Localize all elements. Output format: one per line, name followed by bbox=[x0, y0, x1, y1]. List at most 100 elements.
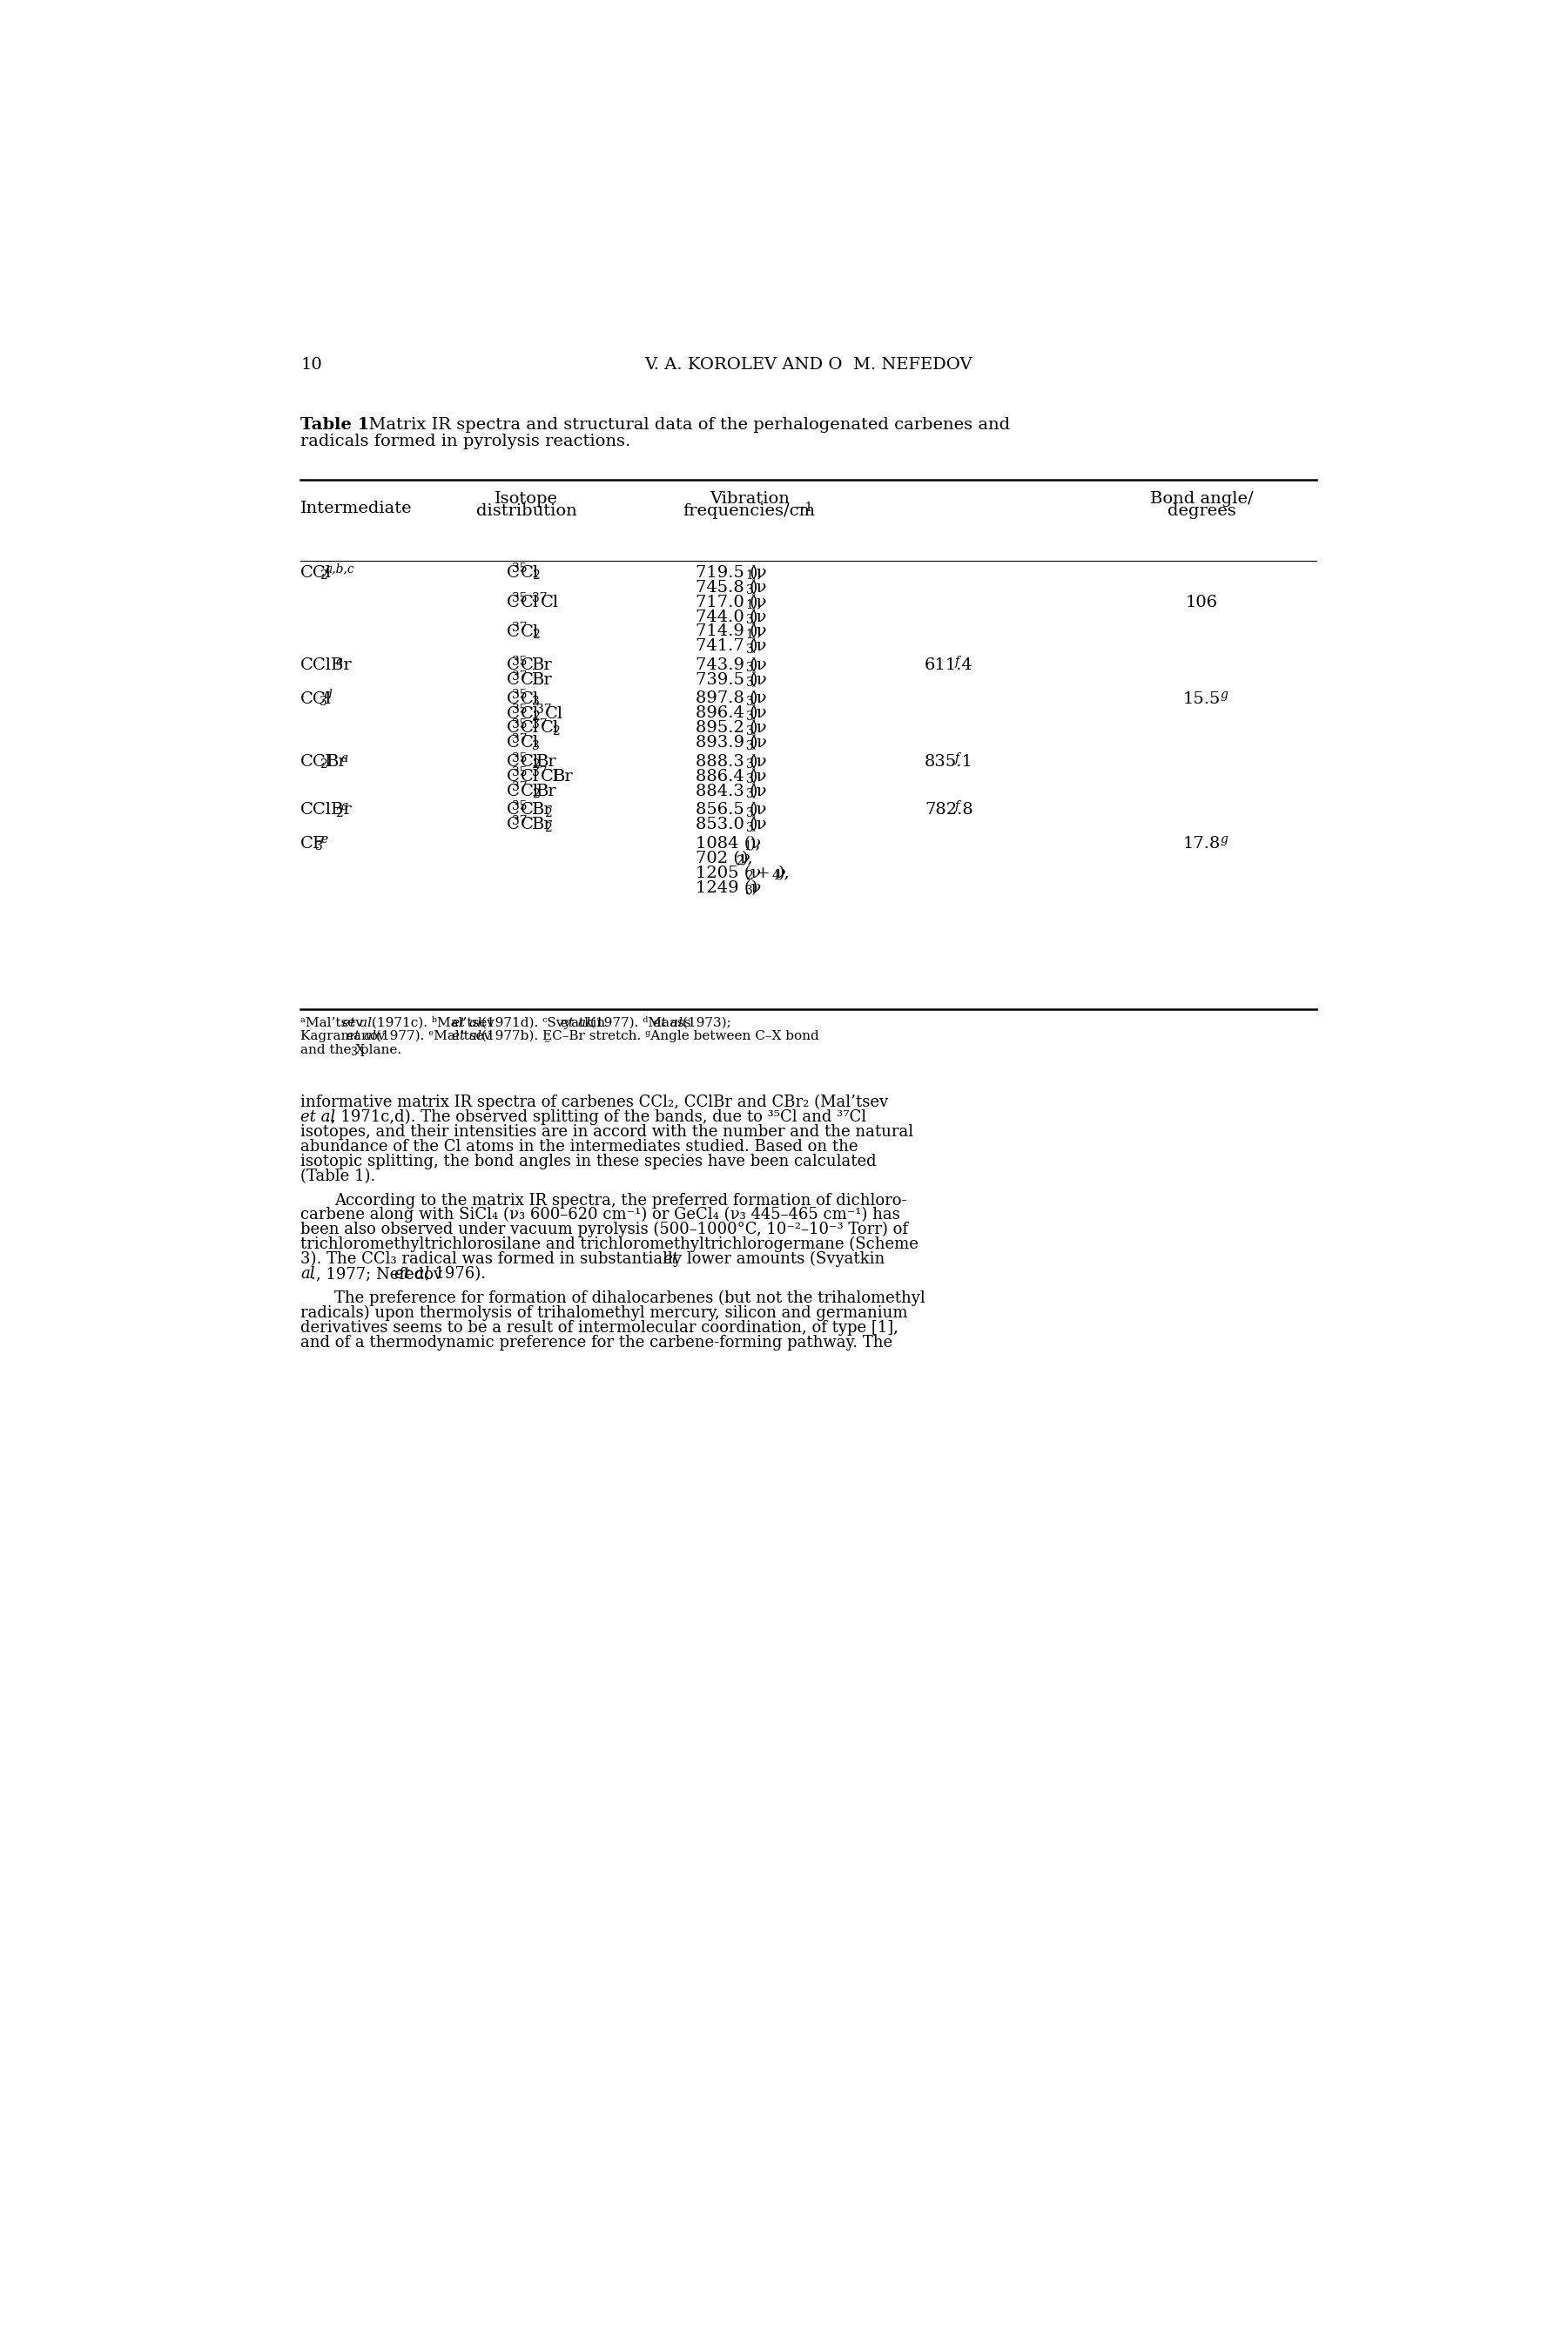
Text: Matrix IR spectra and structural data of the perhalogenated carbenes and: Matrix IR spectra and structural data of… bbox=[358, 418, 1010, 433]
Text: 17.8: 17.8 bbox=[1182, 837, 1220, 851]
Text: Cl: Cl bbox=[521, 755, 539, 769]
Text: isotopes, and their intensities are in accord with the number and the natural: isotopes, and their intensities are in a… bbox=[301, 1124, 914, 1140]
Text: Cl: Cl bbox=[521, 783, 539, 799]
Text: 1205 (ν: 1205 (ν bbox=[695, 865, 760, 882]
Text: Cl: Cl bbox=[521, 658, 539, 672]
Text: 611.4: 611.4 bbox=[925, 658, 974, 672]
Text: −1: −1 bbox=[795, 501, 814, 513]
Text: CClBr: CClBr bbox=[301, 802, 353, 818]
Text: Br: Br bbox=[532, 658, 554, 672]
Text: et al: et al bbox=[395, 1267, 430, 1281]
Text: Intermediate: Intermediate bbox=[301, 501, 412, 517]
Text: 2: 2 bbox=[552, 724, 560, 738]
Text: 3: 3 bbox=[351, 1046, 358, 1058]
Text: 2: 2 bbox=[336, 806, 343, 818]
Text: 3: 3 bbox=[746, 741, 754, 752]
Text: et al.: et al. bbox=[347, 1030, 381, 1041]
Text: 37: 37 bbox=[513, 816, 527, 828]
Text: C: C bbox=[506, 691, 519, 708]
Text: 3: 3 bbox=[532, 696, 539, 708]
Text: Vibration: Vibration bbox=[709, 491, 789, 508]
Text: ),: ), bbox=[750, 837, 760, 851]
Text: CCl: CCl bbox=[301, 564, 332, 581]
Text: 10: 10 bbox=[301, 357, 321, 374]
Text: 37: 37 bbox=[513, 734, 527, 745]
Text: 3: 3 bbox=[315, 839, 323, 853]
Text: 3: 3 bbox=[746, 677, 754, 689]
Text: ),: ), bbox=[751, 623, 764, 639]
Text: 2: 2 bbox=[544, 820, 552, 835]
Text: 896.4 (ν: 896.4 (ν bbox=[695, 705, 767, 722]
Text: C: C bbox=[506, 595, 519, 611]
Text: Cl: Cl bbox=[521, 818, 539, 832]
Text: (1977). ᵈMaass: (1977). ᵈMaass bbox=[586, 1016, 695, 1030]
Text: distribution: distribution bbox=[477, 503, 577, 520]
Text: Cl: Cl bbox=[541, 719, 560, 736]
Text: ): ) bbox=[751, 769, 757, 785]
Text: 35: 35 bbox=[513, 766, 527, 778]
Text: According to the matrix IR spectra, the preferred formation of dichloro-: According to the matrix IR spectra, the … bbox=[334, 1192, 906, 1208]
Text: 2: 2 bbox=[532, 569, 539, 581]
Text: 37: 37 bbox=[532, 719, 547, 731]
Text: 3: 3 bbox=[746, 788, 754, 799]
Text: (1977b). ḚC–Br stretch. ᵍAngle between C–X bond: (1977b). ḚC–Br stretch. ᵍAngle between C… bbox=[477, 1030, 818, 1041]
Text: et al.: et al. bbox=[652, 1016, 687, 1030]
Text: Cl: Cl bbox=[521, 736, 539, 750]
Text: ): ) bbox=[751, 879, 757, 896]
Text: plane.: plane. bbox=[356, 1044, 401, 1056]
Text: Br: Br bbox=[326, 755, 347, 769]
Text: a: a bbox=[342, 752, 348, 764]
Text: ),: ), bbox=[751, 564, 764, 581]
Text: and of a thermodynamic preference for the carbene-forming pathway. The: and of a thermodynamic preference for th… bbox=[301, 1335, 892, 1349]
Text: 1: 1 bbox=[743, 839, 751, 853]
Text: Br: Br bbox=[532, 672, 554, 689]
Text: The preference for formation of dihalocarbenes (but not the trihalomethyl: The preference for formation of dihaloca… bbox=[334, 1291, 925, 1307]
Text: d: d bbox=[325, 689, 332, 701]
Text: f: f bbox=[955, 799, 960, 813]
Text: (Table 1).: (Table 1). bbox=[301, 1168, 376, 1185]
Text: et al.: et al. bbox=[452, 1030, 486, 1041]
Text: 884.3 (ν: 884.3 (ν bbox=[695, 783, 767, 799]
Text: ): ) bbox=[751, 755, 757, 769]
Text: 2: 2 bbox=[532, 628, 539, 642]
Text: 782.8: 782.8 bbox=[925, 802, 974, 818]
Text: 106: 106 bbox=[1185, 595, 1217, 611]
Text: 3: 3 bbox=[746, 759, 754, 771]
Text: 35: 35 bbox=[513, 592, 527, 604]
Text: 719.5 (ν: 719.5 (ν bbox=[695, 564, 767, 581]
Text: 3: 3 bbox=[746, 696, 754, 708]
Text: 3: 3 bbox=[746, 614, 754, 625]
Text: C: C bbox=[506, 736, 519, 750]
Text: (1973);: (1973); bbox=[677, 1016, 731, 1030]
Text: 897.8 (ν: 897.8 (ν bbox=[695, 691, 767, 708]
Text: 1: 1 bbox=[746, 628, 754, 642]
Text: Br: Br bbox=[536, 783, 557, 799]
Text: V. A. KOROLEV AND O  M. NEFEDOV: V. A. KOROLEV AND O M. NEFEDOV bbox=[644, 357, 972, 374]
Text: et al: et al bbox=[301, 1110, 336, 1126]
Text: abundance of the Cl atoms in the intermediates studied. Based on the: abundance of the Cl atoms in the interme… bbox=[301, 1138, 858, 1154]
Text: C: C bbox=[506, 705, 519, 722]
Text: ᵃMal’tsev: ᵃMal’tsev bbox=[301, 1016, 367, 1030]
Text: 717.0 (ν: 717.0 (ν bbox=[695, 595, 767, 611]
Text: 835.1: 835.1 bbox=[925, 755, 974, 769]
Text: 1: 1 bbox=[746, 600, 754, 611]
Text: ),: ), bbox=[742, 851, 753, 865]
Text: Cl: Cl bbox=[544, 705, 563, 722]
Text: (1977). ᵉMal’tsev: (1977). ᵉMal’tsev bbox=[372, 1030, 495, 1041]
Text: 1: 1 bbox=[746, 569, 754, 581]
Text: (1971d). ᶜSvyatkin: (1971d). ᶜSvyatkin bbox=[477, 1016, 608, 1030]
Text: derivatives seems to be a result of intermolecular coordination, of type [1],: derivatives seems to be a result of inte… bbox=[301, 1319, 898, 1335]
Text: 2: 2 bbox=[320, 569, 328, 581]
Text: 2: 2 bbox=[532, 710, 539, 722]
Text: C: C bbox=[506, 818, 519, 832]
Text: g: g bbox=[1220, 835, 1228, 846]
Text: Table 1: Table 1 bbox=[301, 418, 370, 433]
Text: Cl: Cl bbox=[521, 705, 539, 722]
Text: 2: 2 bbox=[532, 788, 539, 799]
Text: Bond angle/: Bond angle/ bbox=[1149, 491, 1253, 508]
Text: 856.5 (ν: 856.5 (ν bbox=[695, 802, 767, 818]
Text: + ν: + ν bbox=[751, 865, 786, 882]
Text: Br: Br bbox=[532, 818, 554, 832]
Text: Cl: Cl bbox=[521, 672, 539, 689]
Text: 1249 (ν: 1249 (ν bbox=[695, 879, 760, 896]
